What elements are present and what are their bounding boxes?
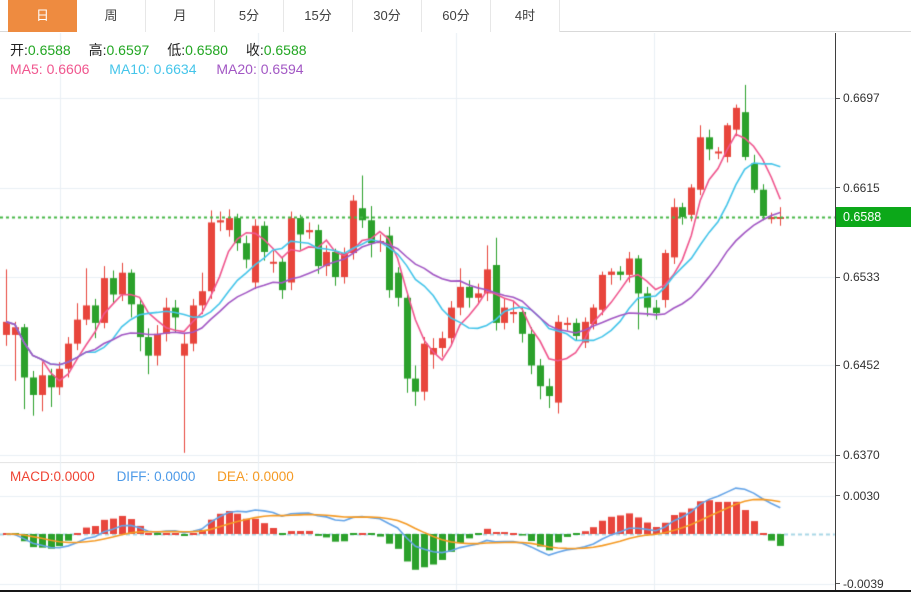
tab-30分[interactable]: 30分 bbox=[353, 0, 422, 32]
macd-chart-canvas[interactable] bbox=[0, 462, 836, 592]
y-axis-tick: 0.6452 bbox=[836, 356, 880, 374]
close-value: 0.6588 bbox=[263, 42, 307, 58]
y-axis-tick: 0.0030 bbox=[836, 487, 880, 505]
open-label: 开: bbox=[10, 42, 28, 58]
price-axis: 0.6588 0.6697 0.6615 0.6533 0.6452 0.6370 0.0… bbox=[835, 33, 911, 593]
timeframe-tabbar: 日周月 5分 15分 30分 60分 4时 bbox=[0, 0, 911, 32]
y-axis-tick: 0.6615 bbox=[836, 179, 880, 197]
high-value: 0.6597 bbox=[106, 42, 150, 58]
ma20-readout: MA20: 0.6594 bbox=[216, 61, 304, 77]
main-chart-canvas[interactable] bbox=[0, 33, 836, 462]
tab-4时[interactable]: 4时 bbox=[491, 0, 560, 32]
open-value: 0.6588 bbox=[27, 42, 71, 58]
low-value: 0.6580 bbox=[185, 42, 228, 58]
ohlc-readout: 开:0.6588 高:0.6597 低:0.6580 收:0.6588 bbox=[10, 40, 321, 60]
tab-5分[interactable]: 5分 bbox=[215, 0, 284, 32]
chart-bottom-border bbox=[0, 590, 911, 592]
dea-value-readout: DEA: 0.0000 bbox=[217, 469, 294, 484]
tab-月[interactable]: 月 bbox=[146, 0, 215, 32]
tab-日[interactable]: 日 bbox=[8, 0, 77, 32]
current-price-badge: 0.6588 bbox=[836, 207, 911, 227]
ma5-readout: MA5: 0.6606 bbox=[10, 61, 90, 77]
y-axis-tick: -0.0039 bbox=[836, 575, 884, 593]
y-axis-tick: 0.6697 bbox=[836, 89, 880, 107]
low-label: 低: bbox=[167, 42, 186, 58]
high-label: 高: bbox=[88, 42, 107, 58]
ma10-readout: MA10: 0.6634 bbox=[109, 61, 197, 77]
tab-15分[interactable]: 15分 bbox=[284, 0, 353, 32]
macd-value-readout: MACD:0.0000 bbox=[10, 469, 95, 484]
tab-60分[interactable]: 60分 bbox=[422, 0, 491, 32]
ma-readout: MA5: 0.6606 MA10: 0.6634 MA20: 0.6594 bbox=[10, 61, 320, 77]
macd-readout: MACD:0.0000 DIFF: 0.0000 DEA: 0.0000 bbox=[10, 469, 312, 484]
y-axis-tick: 0.6533 bbox=[836, 268, 880, 286]
tab-周[interactable]: 周 bbox=[77, 0, 146, 32]
diff-value-readout: DIFF: 0.0000 bbox=[116, 469, 196, 484]
y-axis-tick: 0.6370 bbox=[836, 446, 880, 464]
close-label: 收: bbox=[245, 42, 264, 58]
